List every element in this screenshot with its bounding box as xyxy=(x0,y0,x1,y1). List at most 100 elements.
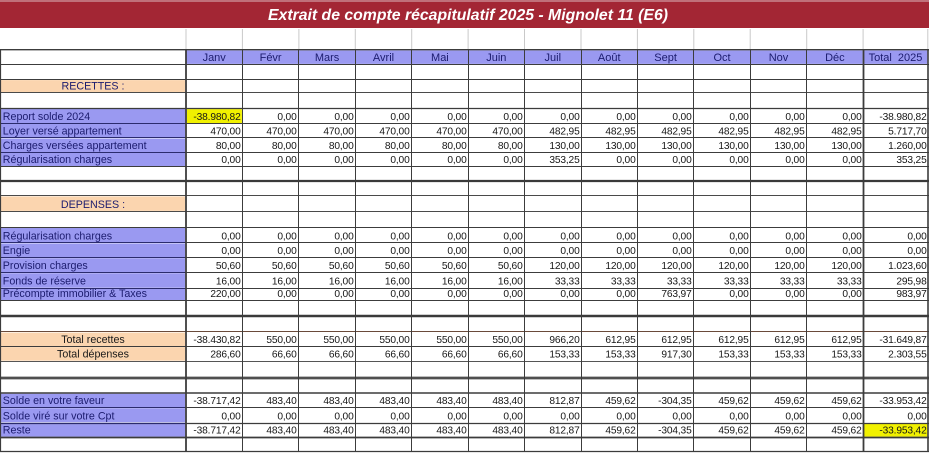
svg-text:Oct: Oct xyxy=(713,52,730,64)
svg-text:483,40: 483,40 xyxy=(266,426,297,437)
svg-text:550,00: 550,00 xyxy=(323,335,354,346)
svg-text:Engie: Engie xyxy=(3,245,30,257)
svg-text:612,95: 612,95 xyxy=(661,335,692,346)
svg-text:0,00: 0,00 xyxy=(842,155,862,166)
svg-text:0,00: 0,00 xyxy=(560,231,580,242)
svg-text:353,25: 353,25 xyxy=(549,155,580,166)
svg-text:459,62: 459,62 xyxy=(718,426,749,437)
svg-text:983,97: 983,97 xyxy=(896,289,927,300)
svg-text:353,25: 353,25 xyxy=(896,155,927,166)
svg-text:130,00: 130,00 xyxy=(661,141,692,152)
svg-text:Extrait de compte récapitulati: Extrait de compte récapitulatif 2025 - M… xyxy=(268,7,668,24)
svg-text:0,00: 0,00 xyxy=(616,289,636,300)
svg-text:-33.953,42: -33.953,42 xyxy=(879,396,927,407)
svg-text:470,00: 470,00 xyxy=(266,126,297,137)
svg-text:0,00: 0,00 xyxy=(503,155,523,166)
svg-text:80,00: 80,00 xyxy=(498,141,523,152)
svg-text:Févr: Févr xyxy=(260,52,282,64)
svg-text:RECETTES :: RECETTES : xyxy=(62,81,125,93)
svg-text:1.260,00: 1.260,00 xyxy=(888,141,927,152)
svg-text:483,40: 483,40 xyxy=(436,426,467,437)
svg-text:483,40: 483,40 xyxy=(492,426,523,437)
svg-text:1.023,60: 1.023,60 xyxy=(888,261,927,272)
svg-text:Janv: Janv xyxy=(203,52,227,64)
svg-text:0,00: 0,00 xyxy=(616,246,636,257)
svg-text:80,00: 80,00 xyxy=(272,141,297,152)
svg-text:-38.980,82: -38.980,82 xyxy=(879,112,927,123)
svg-text:0,00: 0,00 xyxy=(390,155,410,166)
svg-text:0,00: 0,00 xyxy=(907,231,927,242)
svg-text:550,00: 550,00 xyxy=(379,335,410,346)
svg-text:0,00: 0,00 xyxy=(785,411,805,422)
svg-text:50,60: 50,60 xyxy=(442,261,467,272)
svg-text:0,00: 0,00 xyxy=(785,112,805,123)
svg-text:66,60: 66,60 xyxy=(385,350,410,361)
svg-text:0,00: 0,00 xyxy=(616,231,636,242)
svg-text:0,00: 0,00 xyxy=(907,411,927,422)
svg-text:612,95: 612,95 xyxy=(831,335,862,346)
svg-text:550,00: 550,00 xyxy=(436,335,467,346)
svg-text:0,00: 0,00 xyxy=(560,246,580,257)
svg-text:0,00: 0,00 xyxy=(447,289,467,300)
svg-text:50,60: 50,60 xyxy=(385,261,410,272)
svg-text:-38.717,42: -38.717,42 xyxy=(193,396,241,407)
svg-text:Loyer versé appartement: Loyer versé appartement xyxy=(3,125,122,137)
svg-text:550,00: 550,00 xyxy=(266,335,297,346)
svg-text:482,95: 482,95 xyxy=(718,126,749,137)
svg-text:0,00: 0,00 xyxy=(672,112,692,123)
svg-text:0,00: 0,00 xyxy=(221,411,241,422)
svg-text:0,00: 0,00 xyxy=(221,246,241,257)
svg-text:0,00: 0,00 xyxy=(672,246,692,257)
svg-text:0,00: 0,00 xyxy=(785,155,805,166)
svg-text:0,00: 0,00 xyxy=(729,231,749,242)
svg-text:612,95: 612,95 xyxy=(774,335,805,346)
svg-text:Juin: Juin xyxy=(486,52,506,64)
svg-text:0,00: 0,00 xyxy=(503,289,523,300)
svg-text:Report solde 2024: Report solde 2024 xyxy=(3,111,90,123)
svg-text:Sept: Sept xyxy=(654,52,677,64)
svg-text:66,60: 66,60 xyxy=(498,350,523,361)
svg-text:120,00: 120,00 xyxy=(549,261,580,272)
svg-text:295,98: 295,98 xyxy=(896,277,927,288)
svg-text:0,00: 0,00 xyxy=(447,155,467,166)
svg-text:0,00: 0,00 xyxy=(729,246,749,257)
svg-text:0,00: 0,00 xyxy=(334,246,354,257)
svg-text:-31.649,87: -31.649,87 xyxy=(879,335,927,346)
svg-text:2.303,55: 2.303,55 xyxy=(888,350,927,361)
svg-text:0,00: 0,00 xyxy=(503,231,523,242)
svg-text:482,95: 482,95 xyxy=(549,126,580,137)
svg-text:0,00: 0,00 xyxy=(560,112,580,123)
svg-text:80,00: 80,00 xyxy=(442,141,467,152)
svg-text:16,00: 16,00 xyxy=(385,277,410,288)
svg-text:0,00: 0,00 xyxy=(729,411,749,422)
svg-text:0,00: 0,00 xyxy=(390,231,410,242)
svg-text:16,00: 16,00 xyxy=(216,277,241,288)
svg-text:220,00: 220,00 xyxy=(210,289,241,300)
svg-text:0,00: 0,00 xyxy=(842,246,862,257)
svg-text:0,00: 0,00 xyxy=(334,112,354,123)
svg-text:0,00: 0,00 xyxy=(447,246,467,257)
svg-text:0,00: 0,00 xyxy=(334,289,354,300)
svg-text:120,00: 120,00 xyxy=(661,261,692,272)
svg-text:153,33: 153,33 xyxy=(774,350,805,361)
svg-text:0,00: 0,00 xyxy=(672,411,692,422)
svg-text:550,00: 550,00 xyxy=(492,335,523,346)
svg-text:Total dépenses: Total dépenses xyxy=(57,349,129,361)
svg-text:0,00: 0,00 xyxy=(277,155,297,166)
svg-text:130,00: 130,00 xyxy=(774,141,805,152)
svg-text:0,00: 0,00 xyxy=(842,411,862,422)
svg-text:Avril: Avril xyxy=(373,52,394,64)
svg-text:80,00: 80,00 xyxy=(329,141,354,152)
svg-text:470,00: 470,00 xyxy=(436,126,467,137)
svg-text:Mars: Mars xyxy=(315,52,340,64)
svg-text:153,33: 153,33 xyxy=(831,350,862,361)
svg-text:483,40: 483,40 xyxy=(436,396,467,407)
svg-text:Provision charges: Provision charges xyxy=(3,260,88,272)
svg-text:470,00: 470,00 xyxy=(323,126,354,137)
svg-text:16,00: 16,00 xyxy=(329,277,354,288)
svg-text:0,00: 0,00 xyxy=(334,231,354,242)
svg-text:0,00: 0,00 xyxy=(785,231,805,242)
svg-text:80,00: 80,00 xyxy=(216,141,241,152)
svg-text:459,62: 459,62 xyxy=(774,396,805,407)
svg-text:-304,35: -304,35 xyxy=(658,426,692,437)
